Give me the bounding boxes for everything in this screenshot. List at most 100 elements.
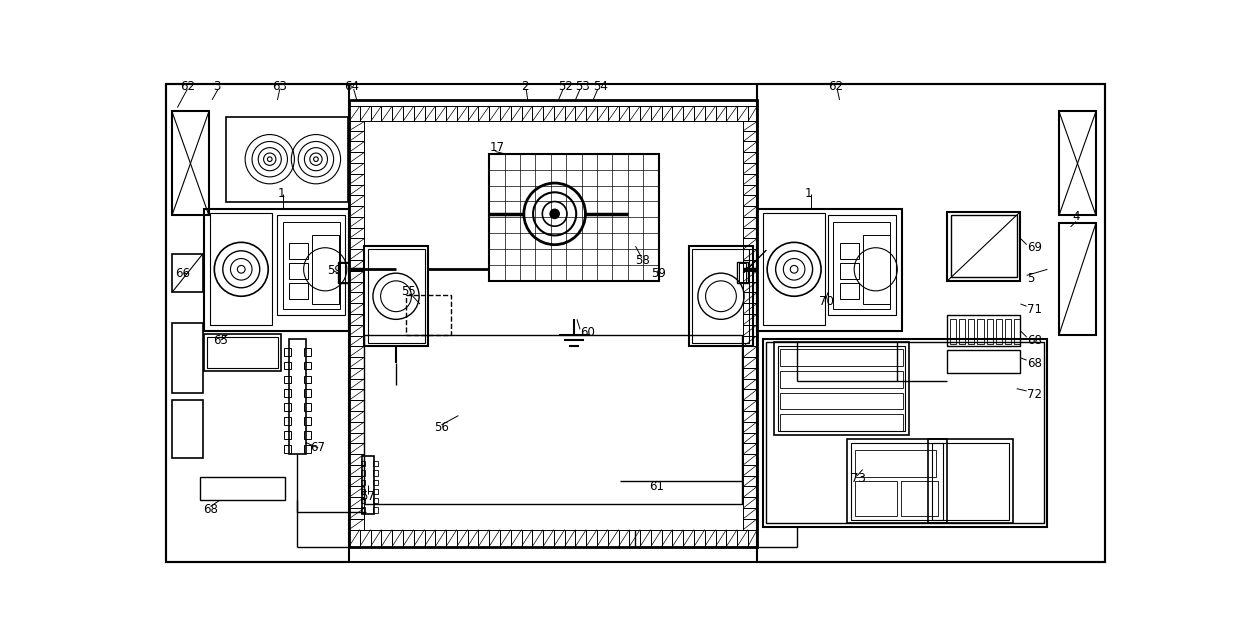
Bar <box>947 212 1021 281</box>
Bar <box>312 235 339 304</box>
Bar <box>968 319 975 344</box>
Bar <box>743 174 758 184</box>
Bar <box>743 389 758 400</box>
Bar <box>847 438 947 524</box>
Bar <box>350 228 365 239</box>
Bar <box>737 529 748 547</box>
Text: 3: 3 <box>213 79 221 93</box>
Bar <box>743 497 758 508</box>
Bar <box>743 454 758 465</box>
Text: 59: 59 <box>651 267 666 280</box>
Bar <box>833 221 890 309</box>
Text: 59: 59 <box>327 264 342 277</box>
Bar <box>373 461 377 467</box>
Bar <box>350 444 365 454</box>
Bar <box>743 508 758 519</box>
Bar <box>373 479 377 485</box>
Text: 2: 2 <box>522 79 529 93</box>
Bar <box>1059 223 1096 335</box>
Bar <box>758 209 901 331</box>
Bar <box>350 529 360 547</box>
Text: 62: 62 <box>828 79 843 93</box>
Bar <box>532 106 543 122</box>
Text: 4: 4 <box>1073 211 1080 223</box>
Bar <box>522 529 532 547</box>
Bar <box>284 376 290 383</box>
Bar <box>278 216 345 316</box>
Bar <box>575 106 587 122</box>
Bar <box>1059 111 1096 216</box>
Bar <box>350 433 365 444</box>
Bar <box>172 254 203 292</box>
Bar <box>304 376 310 383</box>
Bar <box>564 106 575 122</box>
Bar <box>743 444 758 454</box>
Bar <box>350 324 365 335</box>
Bar <box>284 417 290 425</box>
Bar <box>500 529 511 547</box>
Bar <box>350 260 365 271</box>
Bar <box>350 174 365 184</box>
Bar <box>350 389 365 400</box>
Bar <box>446 106 456 122</box>
Bar <box>350 152 365 163</box>
Bar <box>511 106 522 122</box>
Text: 5: 5 <box>1027 272 1034 285</box>
Bar <box>350 346 365 357</box>
Bar <box>1014 319 1021 344</box>
Bar <box>405 294 450 335</box>
Bar <box>575 529 587 547</box>
Text: 64: 64 <box>345 79 360 93</box>
Bar <box>743 163 758 174</box>
Bar <box>715 529 727 547</box>
Bar <box>365 335 742 504</box>
Bar <box>743 282 758 292</box>
Bar <box>414 529 424 547</box>
Bar <box>977 319 983 344</box>
Bar <box>456 106 467 122</box>
Text: 69: 69 <box>1027 241 1042 254</box>
Bar <box>630 106 640 122</box>
Bar <box>361 498 366 504</box>
Text: 66: 66 <box>175 267 190 280</box>
Bar <box>361 508 366 513</box>
Bar <box>289 243 309 259</box>
Text: 60: 60 <box>580 326 595 339</box>
Bar <box>490 106 500 122</box>
Bar <box>172 323 203 392</box>
Text: 53: 53 <box>575 79 590 93</box>
Bar <box>350 400 365 411</box>
Bar <box>350 217 365 228</box>
Bar <box>350 206 365 217</box>
Text: 17: 17 <box>490 141 505 154</box>
Bar <box>851 442 944 520</box>
Bar <box>304 389 310 397</box>
Bar <box>743 206 758 217</box>
Bar <box>350 303 365 314</box>
Bar <box>743 141 758 152</box>
Bar <box>743 357 758 368</box>
Bar <box>640 529 651 547</box>
Bar <box>780 392 903 410</box>
Bar <box>743 346 758 357</box>
Bar <box>672 529 683 547</box>
Bar <box>289 283 309 298</box>
Text: 62: 62 <box>180 79 195 93</box>
Bar <box>350 292 365 303</box>
Bar <box>414 106 424 122</box>
Bar <box>758 84 1105 562</box>
Bar <box>304 431 310 438</box>
Bar <box>630 529 640 547</box>
Text: 68: 68 <box>1027 333 1042 347</box>
Bar <box>350 357 365 368</box>
Bar <box>284 348 290 356</box>
Bar <box>692 249 749 343</box>
Bar <box>479 529 490 547</box>
Text: 56: 56 <box>434 420 449 434</box>
Circle shape <box>551 209 559 218</box>
Text: 61: 61 <box>650 480 665 493</box>
Bar <box>403 529 414 547</box>
Bar <box>284 403 290 411</box>
Bar <box>304 445 310 452</box>
Text: 52: 52 <box>558 79 573 93</box>
